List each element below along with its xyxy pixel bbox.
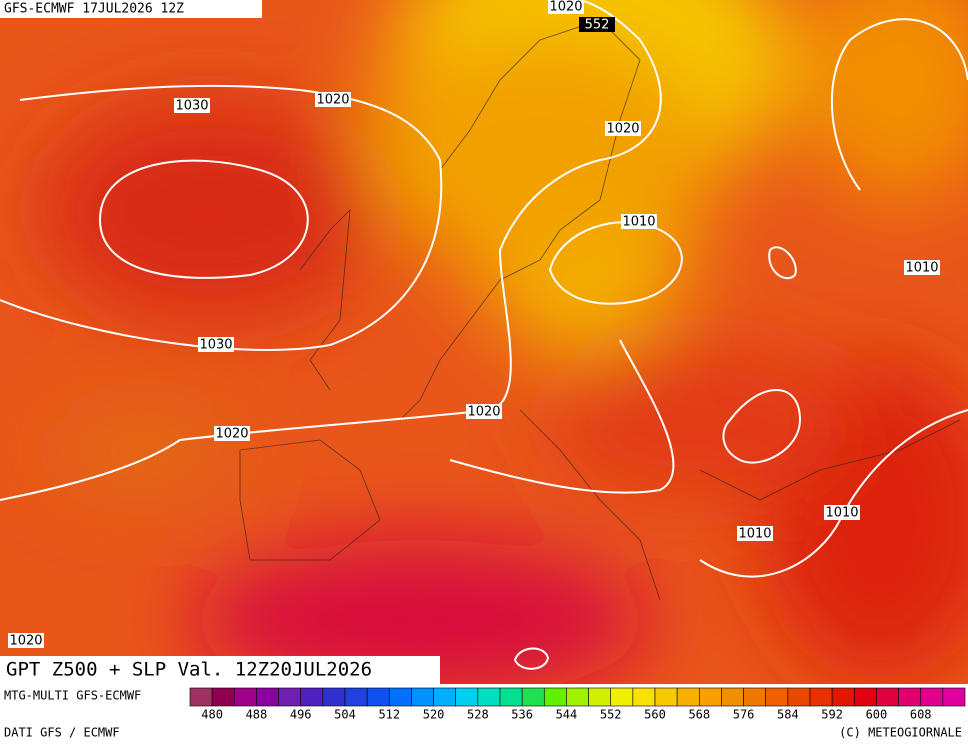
colorbar-tick-label: 560: [644, 708, 666, 722]
contour-label-box: [174, 98, 210, 113]
colorbar-swatch: [787, 687, 811, 707]
colorbar-swatch: [433, 687, 457, 707]
colorbar-swatch: [366, 687, 390, 707]
colorbar-swatch: [898, 687, 922, 707]
contour-label: 1020: [606, 122, 639, 137]
contour-label-box: [198, 337, 234, 352]
contour-label-box: [904, 260, 940, 275]
model-label: MTG-MULTI GFS-ECMWF: [4, 689, 141, 703]
colorbar-tick-label: 600: [866, 708, 888, 722]
colorbar-swatch: [676, 687, 700, 707]
colorbar-swatch: [698, 687, 722, 707]
contour-label: 1030: [199, 338, 232, 353]
contour-label: 552: [585, 18, 610, 33]
source-label: DATI GFS / ECMWF: [4, 726, 120, 740]
colorbar-swatch: [853, 687, 877, 707]
colorbar-swatch: [477, 687, 501, 707]
contour-label: 1010: [738, 527, 771, 542]
colorbar-tick-label: 584: [777, 708, 799, 722]
colorbar-swatch: [411, 687, 434, 707]
credit-label: (C) METEOGIORNALE: [839, 726, 962, 740]
colorbar-swatch: [388, 687, 412, 707]
colorbar-swatch: [344, 687, 368, 707]
colorbar: 480 488 496 504 512 520 528 536 544 552 560 568 576 5…: [189, 687, 966, 722]
contour-label-box: [579, 17, 615, 32]
contour-label: 1020: [549, 0, 582, 15]
colorbar-swatch: [765, 687, 789, 707]
colorbar-tick-label: 480: [201, 708, 223, 722]
contour-label: 1020: [316, 93, 349, 108]
colorbar-swatch: [455, 687, 479, 707]
title-box: [0, 656, 440, 684]
contour-label: 1010: [825, 506, 858, 521]
header-box: [0, 0, 262, 18]
colorbar-swatch: [543, 687, 567, 707]
colorbar-swatch: [632, 687, 656, 707]
contour-label-box: [548, 0, 584, 14]
contour-label-box: [737, 526, 773, 541]
colorbar-tick-label: 488: [246, 708, 268, 722]
colorbar-swatch: [610, 687, 634, 707]
contour-label: 1010: [905, 261, 938, 276]
colorbar-tick-label: 544: [556, 708, 578, 722]
colorbar-tick-label: 552: [600, 708, 622, 722]
contour-label: 1020: [9, 634, 42, 649]
colorbar-swatch: [233, 687, 257, 707]
colorbar-tick-label: 504: [334, 708, 356, 722]
colorbar-swatch: [920, 687, 944, 707]
colorbar-swatch: [654, 687, 678, 707]
contour-label: 1020: [467, 405, 500, 420]
colorbar-swatch: [189, 687, 213, 707]
colorbar-swatch: [809, 687, 833, 707]
colorbar-tick-label: 576: [733, 708, 755, 722]
colorbar-swatch: [831, 687, 855, 707]
header: GFS-ECMWF 17JUL2026 12Z: [4, 2, 184, 17]
colorbar-tick-label: 592: [821, 708, 843, 722]
colorbar-swatch: [499, 687, 523, 707]
colorbar-swatch: [743, 687, 767, 707]
colorbar-tick-label: 520: [423, 708, 445, 722]
colorbar-swatch: [278, 687, 302, 707]
contour-label-box: [315, 92, 351, 107]
colorbar-tick-label: 536: [511, 708, 533, 722]
contour-label-box: [605, 121, 641, 136]
map-title: GPT Z500 + SLP Val. 12Z20JUL2026: [6, 659, 372, 681]
colorbar-swatch: [721, 687, 744, 707]
colorbar-tick-label: 528: [467, 708, 489, 722]
contour-label: 1020: [215, 427, 248, 442]
colorbar-swatch: [566, 687, 589, 707]
colorbar-swatch: [876, 687, 899, 707]
colorbar-swatch: [942, 687, 966, 707]
colorbar-swatch: [322, 687, 346, 707]
contour-label: 1030: [175, 99, 208, 114]
contour-label-box: [214, 426, 250, 441]
colorbar-swatch: [588, 687, 612, 707]
colorbar-tick-label: 608: [910, 708, 932, 722]
contour-label: 1010: [622, 215, 655, 230]
colorbar-tick-label: 512: [378, 708, 400, 722]
contour-label-box: [621, 214, 657, 229]
contour-label-box: [466, 404, 502, 419]
colorbar-tick-label: 568: [688, 708, 710, 722]
colorbar-swatch: [300, 687, 324, 707]
colorbar-tick-label: 496: [290, 708, 312, 722]
colorbar-swatch: [521, 687, 545, 707]
contour-label-box: [8, 633, 44, 648]
contour-label-box: [824, 505, 860, 520]
map-field: [0, 0, 968, 684]
colorbar-swatch: [256, 687, 279, 707]
colorbar-swatch: [211, 687, 235, 707]
